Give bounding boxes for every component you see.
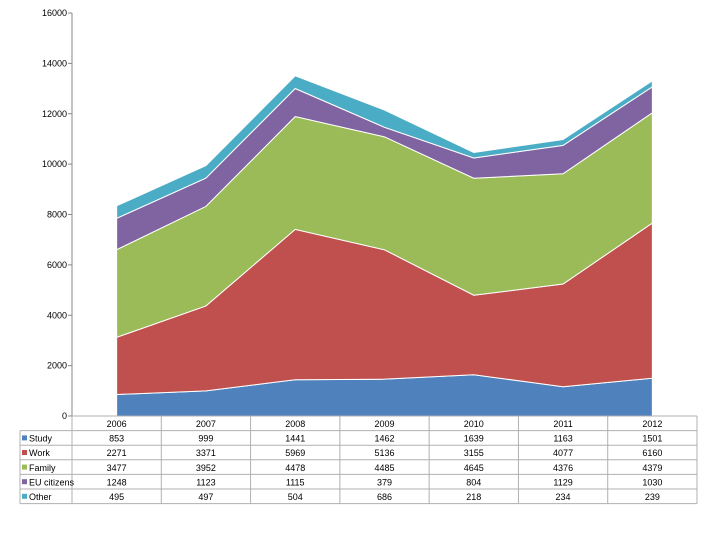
table-cell-value: 5969	[285, 448, 305, 458]
table-cell-value: 1115	[286, 477, 305, 487]
area-series-other	[116, 75, 653, 220]
y-tick-label: 8000	[47, 210, 67, 220]
table-cell-value: 4376	[553, 463, 573, 473]
legend-label: Other	[29, 492, 52, 502]
axes-group	[68, 12, 73, 417]
table-cell-value: 4485	[374, 463, 394, 473]
legend-label: Study	[29, 434, 53, 444]
table-cell-value: 686	[377, 492, 392, 502]
legend-key-eu-citizens	[22, 479, 27, 485]
table-cell-value: 239	[645, 492, 660, 502]
table-cell-value: 999	[198, 434, 213, 444]
table-cell-value: 1030	[642, 477, 662, 487]
y-tick-label: 2000	[47, 361, 67, 371]
table-cell-value: 3155	[464, 448, 484, 458]
legend-label: Family	[29, 463, 56, 473]
table-cell-value: 853	[109, 434, 124, 444]
y-tick-label: 0	[62, 411, 67, 421]
y-tick-label: 14000	[42, 58, 67, 68]
x-category-label: 2011	[553, 419, 572, 429]
table-cell-value: 4077	[553, 448, 573, 458]
table-cell-value: 3477	[107, 463, 127, 473]
legend-key-work	[22, 450, 27, 455]
table-cell-value: 1248	[107, 477, 127, 487]
y-tick-labels: 0 2000 4000 6000 8000 10000 12000 14000 16000	[42, 8, 67, 421]
table-cell-value: 4645	[464, 463, 484, 473]
data-table: 2006 2007 2008 2009 2010 2011 2012 Study 853 999 1…	[19, 415, 698, 505]
table-cell-value: 504	[288, 492, 303, 502]
table-cell-value: 379	[377, 477, 392, 487]
table-cell-value: 218	[466, 492, 481, 502]
table-cell-value: 1123	[196, 477, 215, 487]
legend-key-family	[22, 464, 27, 470]
table-cell-value: 1441	[285, 434, 305, 444]
table-cell-value: 1501	[642, 434, 662, 444]
table-cell-value: 3371	[196, 448, 216, 458]
x-category-label: 2010	[464, 419, 484, 429]
table-cell-value: 495	[109, 492, 124, 502]
table-cell-value: 1462	[374, 434, 394, 444]
table-cell-value: 497	[198, 492, 213, 502]
table-cell-value: 234	[556, 492, 571, 502]
y-tick-label: 6000	[47, 260, 67, 270]
y-tick-label: 16000	[42, 8, 67, 18]
y-tick-label: 4000	[47, 310, 67, 320]
x-category-label: 2009	[374, 419, 394, 429]
x-category-label: 2006	[107, 419, 127, 429]
table-cell-value: 3952	[196, 463, 216, 473]
area-series-group	[116, 75, 653, 417]
x-category-label: 2012	[642, 419, 662, 429]
legend-key-study	[22, 435, 27, 441]
table-cell-value: 1163	[553, 434, 572, 444]
legend-label: EU citizens	[29, 477, 75, 487]
table-cell-value: 5136	[374, 448, 394, 458]
x-category-label: 2007	[196, 419, 216, 429]
table-cell-value: 4379	[642, 463, 662, 473]
table-cell-value: 6160	[642, 448, 662, 458]
table-cell-value: 2271	[107, 448, 127, 458]
table-cell-value: 1639	[464, 434, 484, 444]
table-cell-value: 804	[466, 477, 481, 487]
table-cell-value: 4478	[285, 463, 305, 473]
table-cell-value: 1129	[553, 477, 572, 487]
y-tick-label: 12000	[42, 109, 67, 119]
legend-label: Work	[29, 448, 50, 458]
y-tick-label: 10000	[42, 159, 67, 169]
legend-key-other	[22, 493, 27, 499]
x-category-label: 2008	[285, 419, 305, 429]
